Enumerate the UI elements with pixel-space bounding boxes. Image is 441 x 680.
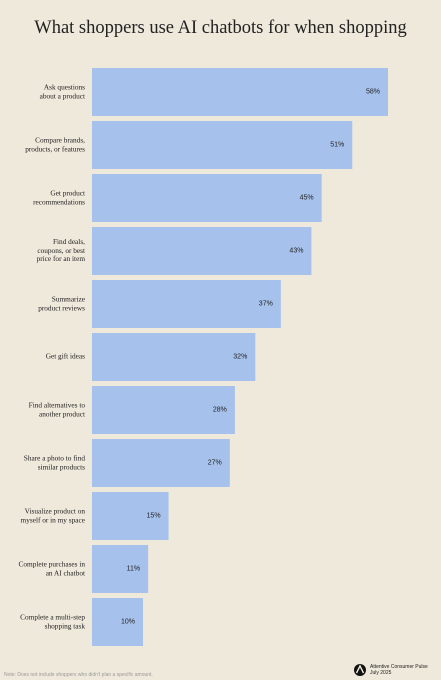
chart-title: What shoppers use AI chatbots for when s… bbox=[34, 18, 407, 38]
value-label: 58% bbox=[365, 88, 380, 96]
bar bbox=[92, 439, 230, 487]
value-label: 15% bbox=[146, 512, 161, 520]
note: Note: Does not include shoppers who didn… bbox=[4, 672, 153, 678]
value-label: 51% bbox=[330, 141, 345, 149]
bar bbox=[92, 68, 388, 116]
category-label: Share a photo to find similar products bbox=[23, 453, 85, 471]
bar bbox=[92, 598, 144, 646]
category-label: Complete a multi-step shopping task bbox=[20, 612, 85, 630]
value-label: 11% bbox=[126, 565, 141, 573]
source: Attentive Consumer Pulse July 2025 bbox=[370, 664, 428, 676]
bar bbox=[92, 386, 235, 434]
category-label: Complete purchases in an AI chatbot bbox=[18, 559, 85, 577]
category-label: Compare brands, products, or features bbox=[25, 135, 85, 153]
value-label: 37% bbox=[258, 300, 273, 308]
category-label: Get product recommendations bbox=[33, 188, 85, 206]
bar bbox=[92, 492, 169, 540]
bar bbox=[92, 545, 149, 593]
value-label: 28% bbox=[212, 406, 227, 414]
category-label: Find deals, coupons, or best price for a… bbox=[36, 237, 85, 264]
value-label: 27% bbox=[207, 459, 222, 467]
value-label: 10% bbox=[121, 618, 136, 626]
category-label: Visualize product on myself or in my spa… bbox=[20, 506, 85, 524]
value-label: 43% bbox=[289, 247, 304, 255]
value-label: 32% bbox=[233, 353, 248, 361]
bar bbox=[92, 174, 322, 222]
bar bbox=[92, 280, 281, 328]
category-label: Find alternatives to another product bbox=[28, 400, 85, 418]
bar bbox=[92, 227, 312, 275]
category-label: Get gift ideas bbox=[45, 351, 85, 361]
value-label: 45% bbox=[299, 194, 314, 202]
bar bbox=[92, 121, 353, 169]
logo-mark bbox=[355, 664, 365, 674]
category-label: Summarize product reviews bbox=[38, 294, 85, 312]
category-label: Ask questions about a product bbox=[39, 82, 85, 100]
bar bbox=[92, 333, 256, 381]
